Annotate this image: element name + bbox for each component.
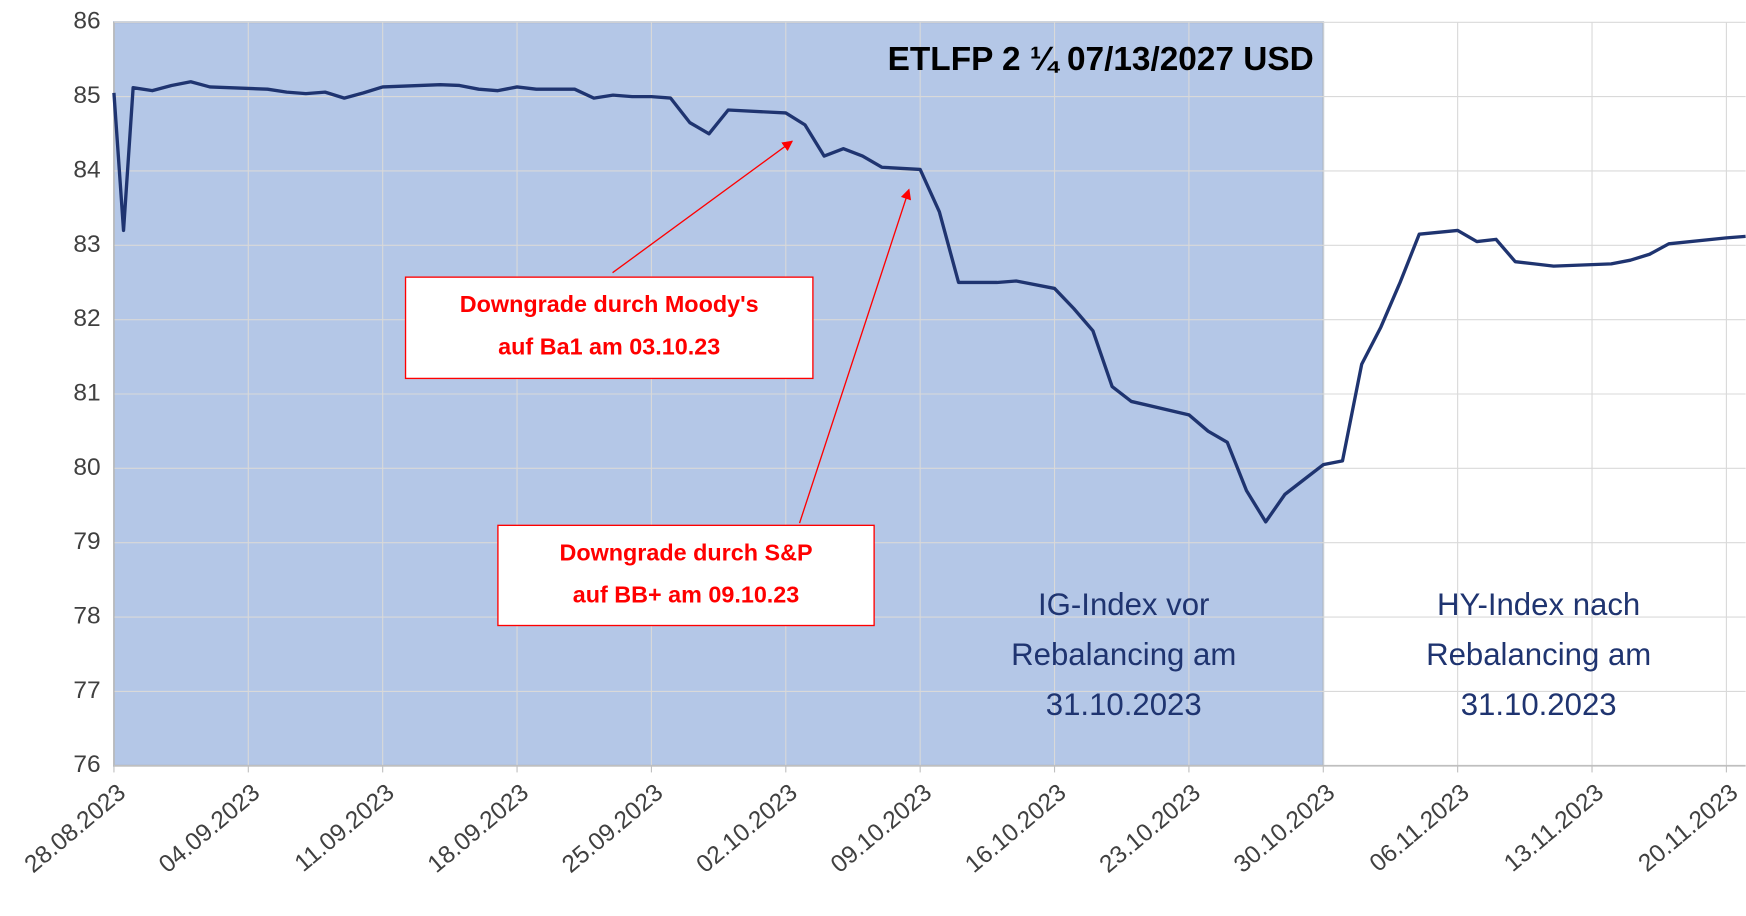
y-tick-label: 78 <box>73 603 100 630</box>
x-tick-label: 20.11.2023 <box>1634 779 1744 877</box>
x-tick-label: 11.09.2023 <box>290 779 400 877</box>
region-label: 31.10.2023 <box>1461 687 1617 722</box>
y-tick-label: 84 <box>73 156 100 183</box>
x-tick-label: 18.09.2023 <box>423 779 534 878</box>
x-tick-label: 25.09.2023 <box>557 779 668 878</box>
y-tick-label: 79 <box>73 528 100 555</box>
x-tick-label: 23.10.2023 <box>1095 779 1206 878</box>
region-label: 31.10.2023 <box>1046 687 1202 722</box>
y-tick-label: 86 <box>73 8 100 35</box>
annotation-text: auf BB+ am 09.10.23 <box>573 582 800 608</box>
x-tick-label: 09.10.2023 <box>826 779 937 878</box>
y-tick-label: 81 <box>73 379 100 406</box>
y-tick-label: 83 <box>73 231 100 258</box>
y-tick-label: 80 <box>73 454 100 481</box>
x-tick-label: 06.11.2023 <box>1365 779 1475 877</box>
region-label: Rebalancing am <box>1426 637 1651 672</box>
y-tick-label: 82 <box>73 305 100 332</box>
annotation-text: Downgrade durch S&P <box>559 539 812 565</box>
x-tick-label: 30.10.2023 <box>1229 779 1340 878</box>
region-label: HY-Index nach <box>1437 587 1640 622</box>
x-tick-label: 28.08.2023 <box>20 779 131 878</box>
x-tick-label: 02.10.2023 <box>692 779 803 878</box>
region-label: IG-Index vor <box>1038 587 1209 622</box>
x-tick-label: 13.11.2023 <box>1499 779 1609 877</box>
annotation-arrow <box>612 140 794 274</box>
annotation-text: Downgrade durch Moody's <box>460 291 759 317</box>
y-tick-label: 77 <box>73 677 100 704</box>
y-tick-label: 76 <box>73 751 100 778</box>
annotation-box <box>404 276 814 380</box>
y-tick-label: 85 <box>73 82 100 109</box>
annotation-text: auf Ba1 am 03.10.23 <box>498 334 720 360</box>
price-line <box>112 80 1746 524</box>
annotation-box <box>497 524 875 627</box>
chart-title: ETLFP 2 ¼ 07/13/2027 USD <box>888 41 1314 78</box>
annotation-arrow <box>798 188 912 524</box>
x-tick-label: 16.10.2023 <box>960 779 1071 878</box>
region-label: Rebalancing am <box>1011 637 1236 672</box>
x-tick-label: 04.09.2023 <box>154 779 265 878</box>
